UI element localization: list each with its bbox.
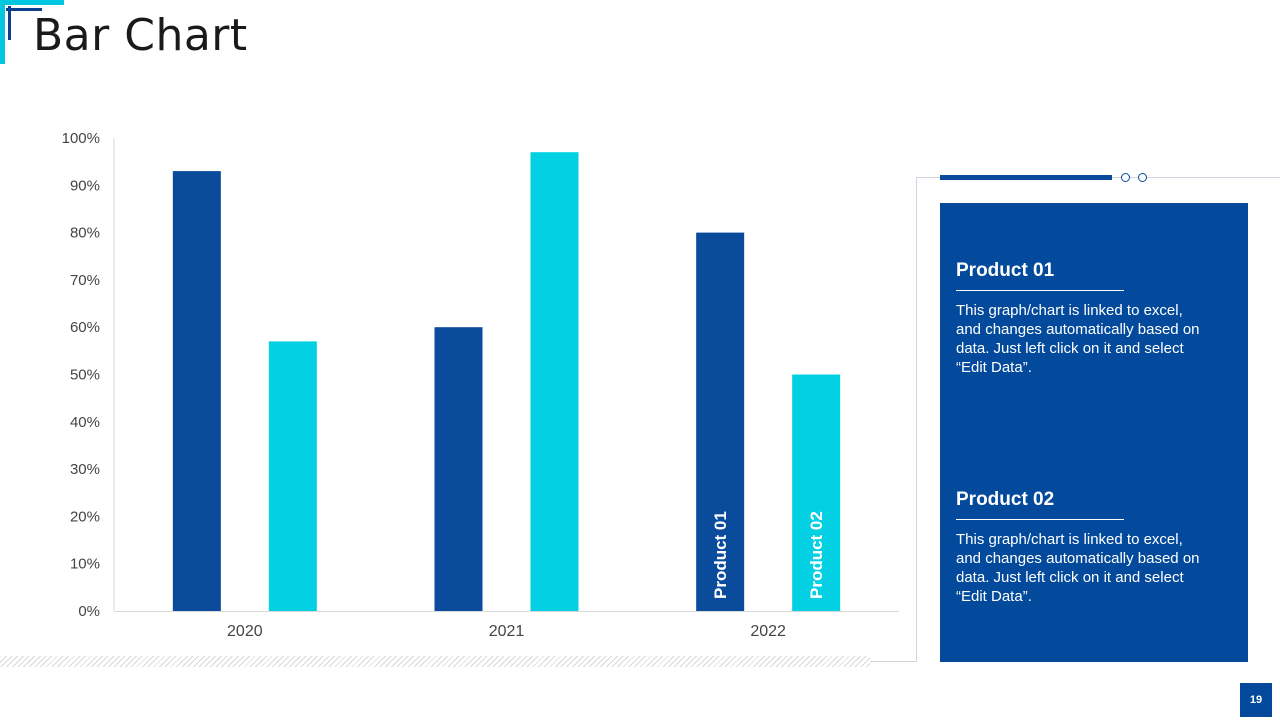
x-axis: 2020 2021 2022	[227, 623, 786, 640]
y-tick-label: 40%	[70, 414, 100, 431]
bars-group	[172, 152, 841, 612]
legend-item-product-02: Product 02 This graph/chart is linked to…	[956, 489, 1206, 606]
legend-item-title: Product 01	[956, 260, 1124, 291]
bar-product-01-2021	[434, 327, 483, 611]
y-tick-label: 20%	[70, 508, 100, 525]
legend-panel: Product 01 This graph/chart is linked to…	[940, 203, 1248, 662]
accent-bar	[940, 175, 1112, 180]
page-number: 19	[1240, 683, 1272, 717]
frame-line-bottom	[870, 661, 917, 662]
corner-accent-horizontal	[0, 0, 64, 5]
bar-label: Product 02	[807, 511, 826, 599]
legend-item-text: This graph/chart is linked to excel, and…	[956, 302, 1200, 376]
bar-product-02-2020	[268, 341, 317, 611]
corner-line-vertical	[8, 6, 11, 40]
corner-accent-vertical	[0, 0, 5, 64]
y-axis: 0% 10% 20% 30% 40% 50% 60% 70% 80% 90% 100%	[62, 130, 100, 620]
bar-labels-group: Product 01 Product 02	[711, 511, 826, 599]
hatch-decoration	[0, 656, 870, 667]
legend-item-text: This graph/chart is linked to excel, and…	[956, 531, 1200, 605]
y-tick-label: 30%	[70, 461, 100, 478]
y-tick-label: 50%	[70, 367, 100, 384]
legend-item-title: Product 02	[956, 489, 1124, 520]
x-tick-label: 2021	[489, 623, 525, 640]
y-tick-label: 80%	[70, 225, 100, 242]
page-title: Bar Chart	[33, 10, 248, 61]
bar-product-01-2022	[696, 232, 745, 611]
y-tick-label: 70%	[70, 272, 100, 289]
bar-product-02-2021	[530, 152, 579, 611]
bar-chart: 0%10%20%30%40%50%60%70%80%90%100% 2020 20…	[62, 130, 899, 640]
y-tick-label: 100%	[62, 130, 100, 147]
x-tick-label: 2020	[227, 623, 263, 640]
bar-product-02-2022	[792, 374, 841, 611]
x-tick-label: 2022	[750, 623, 786, 640]
frame-line-left	[916, 177, 917, 662]
bar-label: Product 01	[711, 511, 730, 599]
y-tick-label: 0%	[78, 603, 100, 620]
legend-item-product-01: Product 01 This graph/chart is linked to…	[956, 260, 1206, 377]
circle-icon	[1138, 173, 1147, 182]
circle-icon	[1121, 173, 1130, 182]
y-tick-label: 60%	[70, 319, 100, 336]
y-tick-label: 90%	[70, 177, 100, 194]
corner-line-horizontal	[6, 8, 42, 11]
y-tick-label: 10%	[70, 556, 100, 573]
bar-product-01-2020	[172, 171, 221, 612]
